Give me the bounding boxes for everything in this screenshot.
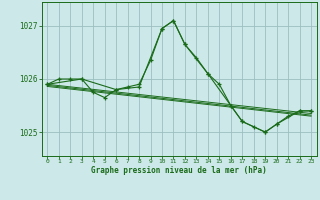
X-axis label: Graphe pression niveau de la mer (hPa): Graphe pression niveau de la mer (hPa) — [91, 166, 267, 175]
